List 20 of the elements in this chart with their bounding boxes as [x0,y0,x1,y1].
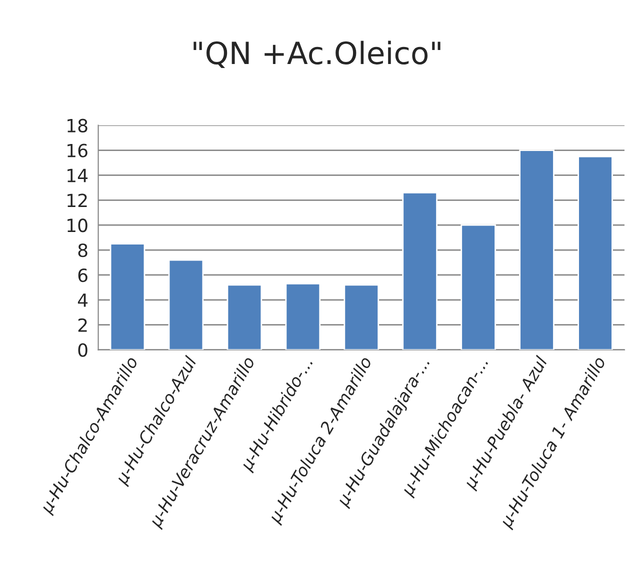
bar [110,243,146,350]
bar [578,156,613,350]
bar [344,284,380,350]
y-tick-label: 4 [78,294,88,307]
y-tick-label: 8 [78,244,88,258]
y-tick-label: 10 [68,218,88,232]
y-tick-label: 18 [68,118,88,132]
y-tick-label: 0 [78,343,88,357]
y-tick-label: 2 [78,318,87,332]
bar [168,259,204,350]
y-tick-label: 6 [78,268,88,282]
bar [460,224,496,350]
y-tick-label: 12 [68,194,87,208]
bar [226,284,262,350]
y-tick-label: 14 [68,168,88,182]
chart-title: "QN +Ac.Oleico" [194,40,440,68]
bar [402,192,438,350]
y-tick-label: 16 [68,144,88,158]
bar [519,150,554,350]
bar [285,283,321,350]
